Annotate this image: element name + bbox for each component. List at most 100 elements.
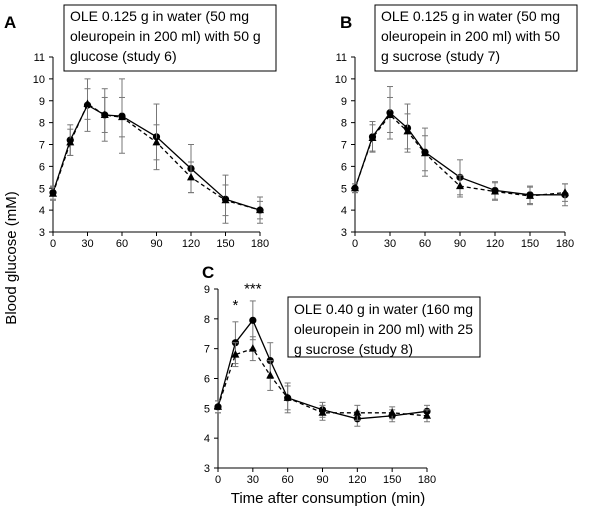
- y-tick-label: 7: [39, 140, 45, 152]
- significance-marker: ***: [244, 280, 262, 297]
- note-text-line: g sucrose (study 8): [294, 341, 413, 357]
- x-tick-label: 180: [251, 238, 269, 250]
- y-tick-label: 3: [341, 227, 347, 239]
- x-tick-label: 0: [50, 238, 56, 250]
- data-point-triangle: [49, 189, 57, 197]
- y-tick-label: 7: [204, 344, 210, 356]
- x-tick-label: 0: [352, 238, 358, 250]
- data-point-triangle: [318, 408, 327, 416]
- y-tick-label: 4: [341, 205, 347, 217]
- y-tick-label: 3: [39, 227, 45, 239]
- note-box: [287, 296, 481, 358]
- x-tick-label: 0: [215, 474, 221, 486]
- data-point-triangle: [256, 205, 264, 214]
- series-dashed-triangle: [49, 88, 264, 220]
- data-point-circle: [249, 316, 257, 324]
- y-tick-label: 8: [39, 118, 45, 130]
- data-point-triangle: [423, 411, 431, 419]
- y-tick-label: 10: [335, 74, 347, 86]
- y-tick-label: 7: [341, 140, 347, 152]
- panel-letter: B: [340, 13, 352, 32]
- data-point-triangle: [491, 187, 499, 195]
- note-text-line: OLE 0.125 g in water (50 mg: [70, 8, 249, 24]
- data-point-triangle: [118, 112, 126, 121]
- data-point-triangle: [214, 402, 222, 410]
- x-tick-label: 30: [81, 238, 93, 250]
- y-tick-label: 6: [341, 161, 347, 173]
- data-point-triangle: [351, 183, 359, 192]
- panel-letter: C: [202, 263, 214, 282]
- data-point-triangle: [386, 110, 394, 118]
- data-point-triangle: [388, 408, 397, 416]
- y-tick-label: 6: [204, 374, 210, 386]
- y-tick-label: 8: [204, 314, 210, 326]
- data-point-triangle: [221, 195, 230, 204]
- x-tick-label: 120: [486, 238, 504, 250]
- x-tick-label: 60: [116, 238, 128, 250]
- x-tick-label: 150: [383, 474, 401, 486]
- x-tick-label: 180: [418, 474, 436, 486]
- note-text-line: glucose (study 6): [70, 48, 177, 64]
- x-tick-label: 60: [282, 474, 294, 486]
- y-tick-label: 4: [204, 433, 210, 445]
- note-text-line: OLE 0.125 g in water (50 mg: [381, 8, 560, 24]
- data-point-triangle: [421, 148, 429, 157]
- note-box: [63, 4, 277, 72]
- data-point-triangle: [231, 350, 240, 358]
- data-point-triangle: [152, 137, 161, 146]
- y-tick-label: 5: [341, 183, 347, 195]
- data-point-triangle: [283, 393, 292, 401]
- data-point-triangle: [83, 99, 92, 108]
- y-tick-label: 5: [39, 183, 45, 195]
- x-tick-label: 90: [150, 238, 162, 250]
- data-point-triangle: [526, 191, 534, 199]
- note-text-line: oleuropein in 200 ml) with 50: [381, 28, 560, 44]
- y-tick-label: 11: [336, 52, 347, 64]
- data-point-triangle: [353, 408, 362, 416]
- data-point-triangle: [66, 137, 75, 146]
- series-dashed-triangle: [351, 96, 569, 206]
- data-point-triangle: [456, 181, 464, 190]
- y-axis-label: Blood glucose (mM): [3, 191, 20, 324]
- y-tick-label: 10: [33, 74, 45, 86]
- y-tick-label: 4: [39, 205, 45, 217]
- y-tick-label: 8: [341, 118, 347, 130]
- note-text-line: OLE 0.40 g in water (160 mg: [294, 301, 473, 317]
- data-point-triangle: [403, 126, 412, 135]
- note-text-line: oleuropein in 200 ml) with 50 g: [70, 28, 261, 44]
- significance-marker: *: [232, 297, 238, 314]
- panel-b: B 3 4 5 6 7 8 9 10 11 0 30 60 90 120 150 180 OLE 0.125 g …: [335, 4, 578, 250]
- y-tick-label: 9: [204, 284, 210, 296]
- note-text-line: oleuropein in 200 ml) with 25: [294, 321, 473, 337]
- y-tick-label: 3: [204, 463, 210, 475]
- x-tick-label: 60: [419, 238, 431, 250]
- note-box: [374, 4, 578, 72]
- data-point-triangle: [561, 188, 569, 196]
- data-point-triangle: [248, 344, 257, 352]
- x-tick-label: 30: [384, 238, 396, 250]
- data-point-triangle: [100, 110, 109, 118]
- x-axis-label: Time after consumption (min): [231, 490, 426, 507]
- panel-letter: A: [4, 13, 16, 32]
- x-tick-label: 150: [216, 238, 234, 250]
- y-tick-label: 9: [341, 96, 347, 108]
- x-tick-label: 90: [316, 474, 328, 486]
- x-tick-label: 120: [348, 474, 366, 486]
- series-dashed-triangle: [214, 336, 431, 423]
- data-point-triangle: [187, 172, 195, 181]
- x-tick-label: 150: [521, 238, 539, 250]
- data-point-triangle: [368, 133, 377, 141]
- x-tick-label: 90: [454, 238, 466, 250]
- x-tick-label: 30: [247, 474, 259, 486]
- x-tick-label: 120: [182, 238, 200, 250]
- data-point-triangle: [266, 371, 275, 379]
- y-tick-label: 6: [39, 161, 45, 173]
- x-tick-label: 180: [556, 238, 574, 250]
- y-tick-label: 9: [39, 96, 45, 108]
- y-tick-label: 5: [204, 403, 210, 415]
- panel-a: A 3 4 5 6 7 8 9 10 11 0 30 60 90 120 150 180 OLE 0.125 g …: [4, 4, 277, 250]
- note-text-line: g sucrose (study 7): [381, 48, 500, 64]
